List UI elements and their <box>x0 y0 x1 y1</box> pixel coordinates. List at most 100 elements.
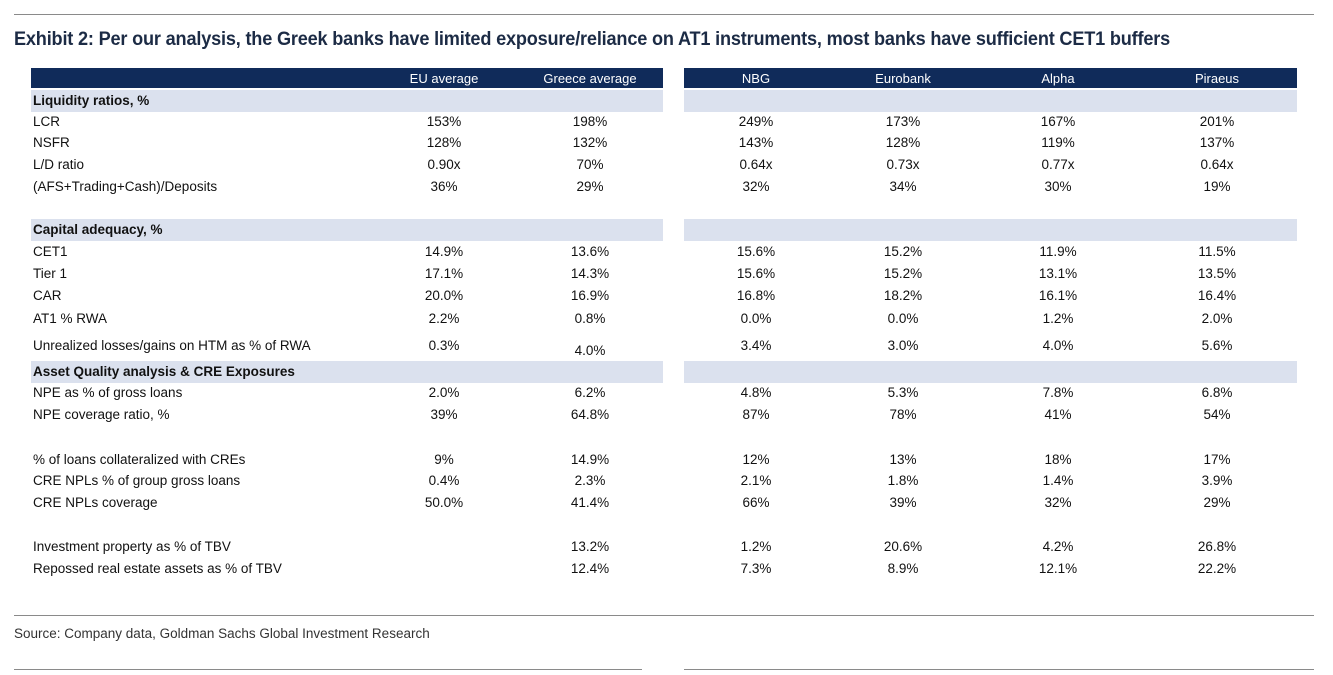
table-cell: 4.0% <box>1042 338 1074 353</box>
row-label: (AFS+Trading+Cash)/Deposits <box>33 179 218 194</box>
table-cell: 41.4% <box>570 495 610 510</box>
footer-rule-right <box>684 669 1314 670</box>
footer-rule-left <box>14 669 642 670</box>
table-cell: 29% <box>576 179 604 194</box>
row-label: L/D ratio <box>33 157 85 172</box>
table-cell: 64.8% <box>570 407 610 422</box>
table-cell: 173% <box>885 114 921 129</box>
table-cell: 39% <box>430 407 458 422</box>
table-cell: 137% <box>1199 135 1235 150</box>
row-label: NSFR <box>33 135 70 150</box>
top-rule <box>14 14 1314 15</box>
table-cell: 5.3% <box>887 385 919 400</box>
table-cell: 39% <box>889 495 917 510</box>
header-bar-right <box>684 68 1297 88</box>
table-cell: 17% <box>1203 452 1231 467</box>
table-cell: 16.4% <box>1197 288 1237 303</box>
table-cell: 0.0% <box>740 311 772 326</box>
section-band-left <box>31 361 663 383</box>
table-cell: 16.1% <box>1038 288 1078 303</box>
table-cell: 0.64x <box>1200 157 1234 172</box>
table-cell: 11.9% <box>1039 244 1077 259</box>
table-cell: 0.77x <box>1041 157 1075 172</box>
table-cell: 0.8% <box>574 311 606 326</box>
exhibit-title: Exhibit 2: Per our analysis, the Greek b… <box>14 28 1171 50</box>
table-cell: 20.6% <box>883 539 923 554</box>
table-cell: 12.4% <box>570 561 610 576</box>
table-cell: 14.9% <box>570 452 610 467</box>
table-cell: 78% <box>889 407 917 422</box>
table-cell: 30% <box>1044 179 1072 194</box>
table-cell: 198% <box>572 114 608 129</box>
table-cell: 16.8% <box>736 288 776 303</box>
section-band-right <box>684 219 1297 241</box>
table-cell: 167% <box>1040 114 1076 129</box>
table-cell: 201% <box>1199 114 1235 129</box>
row-label: AT1 % RWA <box>33 311 108 326</box>
table-cell: 119% <box>1041 135 1075 150</box>
table-cell: 3.9% <box>1201 473 1233 488</box>
table-cell: 12% <box>742 452 770 467</box>
table-cell: 12.1% <box>1038 561 1078 576</box>
table-cell: 0.90x <box>427 157 461 172</box>
table-cell: 36% <box>430 179 458 194</box>
table-cell: 18.2% <box>883 288 923 303</box>
table-cell: 4.0% <box>574 343 606 358</box>
source-note: Source: Company data, Goldman Sachs Glob… <box>14 626 430 641</box>
section-title: Capital adequacy, % <box>33 222 163 237</box>
table-cell: 54% <box>1203 407 1231 422</box>
table-cell: 1.2% <box>740 539 772 554</box>
table-cell: 132% <box>572 135 608 150</box>
section-band-left <box>31 219 663 241</box>
table-cell: 32% <box>1044 495 1072 510</box>
table-cell: 4.2% <box>1042 539 1074 554</box>
table-cell: 8.9% <box>887 561 919 576</box>
row-label: % of loans collateralized with CREs <box>33 452 246 467</box>
table-cell: 153% <box>426 114 462 129</box>
row-label: CRE NPLs coverage <box>33 495 158 510</box>
table-cell: 5.6% <box>1201 338 1233 353</box>
row-label: CRE NPLs % of group gross loans <box>33 473 241 488</box>
table-cell: 2.0% <box>1201 311 1233 326</box>
row-label: CET1 <box>33 244 68 259</box>
col-header-alpha: Alpha <box>1041 71 1075 86</box>
table-cell: 2.1% <box>740 473 772 488</box>
table-cell: 17.1% <box>424 266 464 281</box>
table-cell: 143% <box>738 135 774 150</box>
table-cell: 13.2% <box>570 539 610 554</box>
table-cell: 15.2% <box>883 266 923 281</box>
table-cell: 9% <box>434 452 454 467</box>
col-header-eu-average: EU average <box>409 71 479 86</box>
table-cell: 0.64x <box>739 157 773 172</box>
table-cell: 1.4% <box>1042 473 1074 488</box>
table-cell: 15.6% <box>736 266 776 281</box>
row-label: LCR <box>33 114 61 129</box>
table-cell: 87% <box>742 407 770 422</box>
table-cell: 0.3% <box>428 338 460 353</box>
table-cell: 41% <box>1044 407 1072 422</box>
table-cell: 14.9% <box>424 244 464 259</box>
table-cell: 3.0% <box>887 338 919 353</box>
table-cell: 13.6% <box>570 244 610 259</box>
table-cell: 13.1% <box>1038 266 1078 281</box>
table-cell: 11.5% <box>1198 244 1236 259</box>
section-band-left <box>31 90 663 112</box>
table-cell: 34% <box>889 179 917 194</box>
row-label: Investment property as % of TBV <box>33 539 231 554</box>
header-bar-left <box>31 68 663 88</box>
table-cell: 0.73x <box>886 157 920 172</box>
table-cell: 1.8% <box>887 473 919 488</box>
col-header-piraeus: Piraeus <box>1194 71 1240 86</box>
table-cell: 4.8% <box>740 385 772 400</box>
table-cell: 249% <box>738 114 774 129</box>
row-label: Tier 1 <box>33 266 68 281</box>
table-cell: 2.0% <box>428 385 460 400</box>
section-band-right <box>684 361 1297 383</box>
table-cell: 13.5% <box>1197 266 1237 281</box>
table-cell: 19% <box>1203 179 1231 194</box>
table-cell: 0.4% <box>428 473 460 488</box>
col-header-greece-average: Greece average <box>543 71 637 86</box>
section-title: Liquidity ratios, % <box>33 93 150 108</box>
table-cell: 29% <box>1203 495 1231 510</box>
table-cell: 6.8% <box>1201 385 1233 400</box>
